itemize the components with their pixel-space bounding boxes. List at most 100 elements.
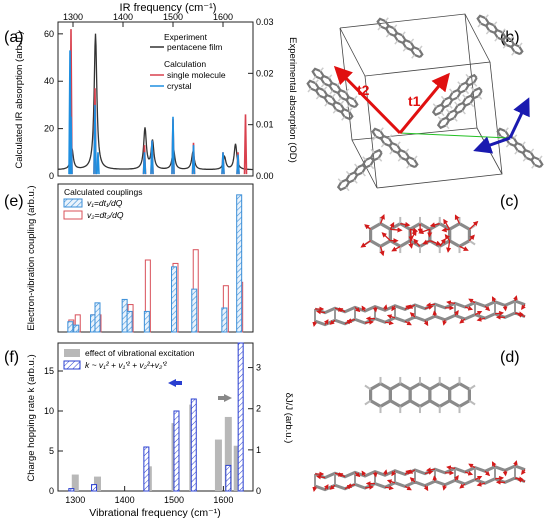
panel-a-ylabel-left: Calculated IR absorption (arb.u.) xyxy=(14,31,25,168)
ch xyxy=(336,81,341,86)
left-tick-label: 40 xyxy=(44,76,54,86)
displacement-arrow xyxy=(517,313,526,318)
ch xyxy=(345,170,351,176)
left-tick-label: 60 xyxy=(44,29,54,39)
legend-calculation-header: Calculation xyxy=(164,59,206,69)
series-crystal-peak xyxy=(236,154,240,175)
panel-c-molecule-top-view xyxy=(360,214,479,257)
displacement-arrow xyxy=(446,240,452,253)
displacement-arrow xyxy=(454,475,459,481)
pentacene-stack xyxy=(496,127,544,169)
ch xyxy=(397,157,402,162)
displacement-arrow xyxy=(407,469,416,474)
legend-gray-swatch xyxy=(64,349,80,357)
displacement-arrow xyxy=(382,469,388,476)
bar-v1 xyxy=(171,266,178,333)
ch xyxy=(478,95,483,100)
ch xyxy=(340,100,345,105)
benzene-ring xyxy=(369,222,392,248)
displacement-arrow xyxy=(442,484,447,491)
displacement-arrow xyxy=(429,240,442,246)
right-tick-label: 0 xyxy=(256,486,261,496)
pentacene-stack xyxy=(476,14,524,56)
displacement-arrow xyxy=(361,470,367,477)
ch xyxy=(337,178,342,183)
displacement-arrow xyxy=(390,227,403,233)
t1-vector xyxy=(398,72,450,134)
right-tick-label: 1 xyxy=(256,445,261,455)
ch xyxy=(504,127,509,132)
displacement-arrow xyxy=(459,483,466,489)
bar-hopping-rate xyxy=(225,464,232,492)
ch xyxy=(353,179,358,184)
ch xyxy=(353,95,358,100)
displacement-arrow xyxy=(429,222,440,228)
displacement-arrow xyxy=(432,310,438,317)
ch xyxy=(457,81,462,86)
ch xyxy=(501,28,506,33)
ch xyxy=(514,150,519,155)
displacement-arrow xyxy=(513,460,518,467)
ch xyxy=(445,108,451,114)
displacement-arrow xyxy=(502,470,508,477)
displacement-arrow xyxy=(484,305,491,312)
pentacene-stack xyxy=(431,73,478,117)
ch xyxy=(410,38,415,43)
panel-f-ticks: 1300 1400 1500 1600 0 5 10 15 0 1 2 3 xyxy=(44,363,261,505)
panel-c-molecule-side-view xyxy=(312,295,526,327)
ch-bond xyxy=(364,399,372,406)
displacement-arrow xyxy=(381,232,391,242)
displacement-arrow xyxy=(491,296,497,303)
ch xyxy=(314,79,319,84)
series-crystal-peak xyxy=(93,104,97,175)
series-crystal-peak xyxy=(96,152,100,175)
displacement-arrow xyxy=(379,246,385,257)
series-crystal-peak xyxy=(69,116,73,175)
bar-v1 xyxy=(94,302,101,333)
x-tick-label: 1600 xyxy=(213,495,233,505)
pentacene-molecules xyxy=(306,14,544,192)
displacement-arrow xyxy=(409,312,416,318)
displacement-arrow xyxy=(521,469,526,475)
displacement-arrow xyxy=(346,318,356,323)
displacement-arrow xyxy=(474,310,483,316)
panel-e-ylabel: Electron-vibration coupling (arb.u.) xyxy=(26,185,37,330)
displacement-arrow xyxy=(464,470,474,476)
legend-experiment-header: Experiment xyxy=(164,32,208,42)
displacement-arrow xyxy=(446,300,456,306)
blue-axis-left xyxy=(473,136,511,154)
panel-a-legend: Experiment pentacene film Calculation si… xyxy=(150,32,226,91)
ch xyxy=(445,124,450,130)
displacement-arrow xyxy=(408,240,414,249)
ch xyxy=(453,117,458,122)
legend-experiment-item: pentacene film xyxy=(167,42,222,52)
displacement-arrow xyxy=(391,305,397,312)
ch xyxy=(323,86,328,91)
ch xyxy=(513,134,518,139)
legend-v1: v₁=dt₁/dQ xyxy=(87,198,123,208)
ch xyxy=(401,31,406,36)
top-tick-label: 1600 xyxy=(213,12,233,22)
displacement-arrow xyxy=(517,478,526,483)
displacement-arrow xyxy=(337,473,346,478)
ch xyxy=(469,102,475,108)
panel-f-frame xyxy=(57,342,254,492)
displacement-arrow xyxy=(468,463,476,469)
bar-v1 xyxy=(67,321,74,333)
displacement-arrow xyxy=(329,319,336,325)
benzene-ring xyxy=(428,382,452,408)
series-crystal-peak xyxy=(150,140,154,175)
ch xyxy=(411,54,416,59)
displacement-arrow xyxy=(391,245,401,252)
pentacene-stack xyxy=(336,148,383,192)
bar-v1 xyxy=(236,194,243,333)
series-crystal-peak xyxy=(142,152,147,175)
displacement-arrow xyxy=(484,470,491,477)
top-tick-label: 1500 xyxy=(163,12,183,22)
series-single-molecule-peak xyxy=(243,114,248,175)
ch xyxy=(341,116,346,121)
displacement-arrow xyxy=(464,305,474,311)
ch xyxy=(370,148,375,154)
right-tick-label: 3 xyxy=(256,363,261,373)
ch xyxy=(518,42,523,47)
